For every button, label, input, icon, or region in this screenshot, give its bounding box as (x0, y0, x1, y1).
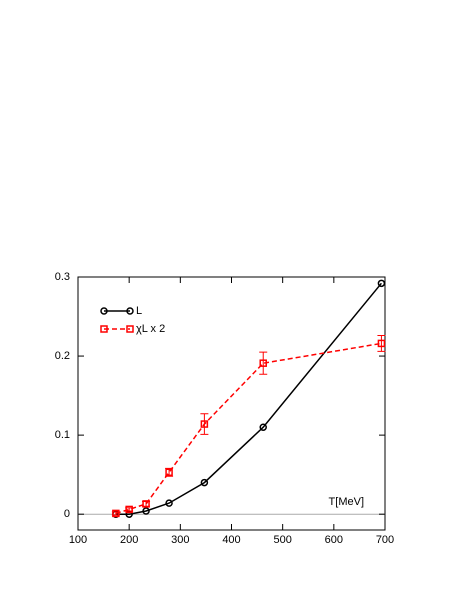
y-tick-label: 0.2 (55, 350, 70, 362)
marker (200, 420, 209, 428)
y-tick-label: 0 (64, 508, 70, 520)
marker (112, 509, 120, 518)
error-bar (200, 413, 209, 435)
legend-marker (100, 307, 108, 315)
y-tick-label: 0.1 (55, 429, 70, 441)
x-tick-label: 100 (69, 534, 87, 546)
legend-label: L (136, 305, 142, 317)
legend-marker (126, 307, 134, 315)
error-bar (259, 351, 268, 375)
error-bar (377, 335, 386, 352)
marker (165, 499, 173, 507)
x-tick-label: 300 (171, 534, 189, 546)
marker (125, 505, 133, 514)
x-tick-label: 600 (325, 534, 343, 546)
x-tick-label: 700 (376, 534, 394, 546)
marker (142, 500, 150, 508)
x-tick-label: 200 (120, 534, 138, 546)
marker (259, 423, 267, 431)
series-line (115, 342, 382, 515)
marker (200, 478, 209, 487)
marker (377, 339, 386, 348)
marker (165, 468, 173, 477)
marker (142, 507, 150, 515)
legend-label: χL x 2 (136, 323, 165, 335)
y-tick-label: 0.3 (55, 271, 70, 283)
marker (259, 359, 267, 367)
plot-frame (77, 276, 386, 531)
marker (377, 279, 386, 288)
x-tick-label: 400 (222, 534, 240, 546)
x-tick-label: 500 (273, 534, 291, 546)
x-axis-label: T[MeV] (329, 496, 364, 508)
legend-marker (126, 325, 134, 333)
legend-marker (100, 325, 108, 333)
series-line (115, 282, 382, 515)
